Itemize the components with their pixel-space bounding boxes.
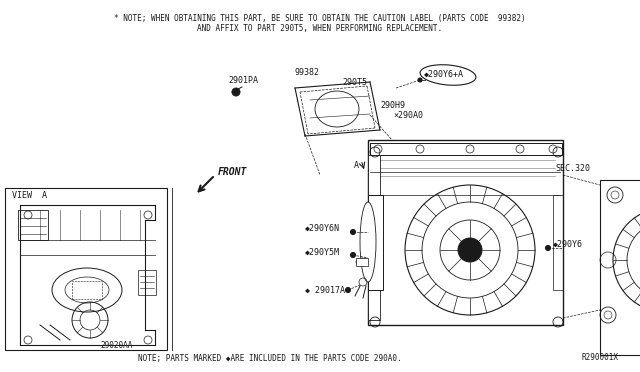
Circle shape: [232, 88, 240, 96]
Text: 29020AA: 29020AA: [100, 341, 132, 350]
Text: ◆290Y6: ◆290Y6: [553, 240, 583, 248]
Text: R290001X: R290001X: [582, 353, 618, 362]
Text: NOTE; PARTS MARKED ◆ARE INCLUDED IN THE PARTS CODE 290A0.: NOTE; PARTS MARKED ◆ARE INCLUDED IN THE …: [138, 353, 402, 362]
Ellipse shape: [52, 268, 122, 312]
Text: 290H9: 290H9: [380, 100, 405, 109]
Text: A: A: [354, 160, 359, 170]
Text: ◆290Y6+A: ◆290Y6+A: [424, 70, 464, 78]
Circle shape: [346, 288, 351, 292]
Text: FRONT: FRONT: [218, 167, 248, 177]
Text: 2901PA: 2901PA: [228, 76, 258, 84]
Text: 99382: 99382: [295, 67, 320, 77]
Text: ◆ 29017A: ◆ 29017A: [305, 285, 345, 295]
Text: SEC.320: SEC.320: [555, 164, 590, 173]
Bar: [72, 281, 102, 299]
Circle shape: [545, 246, 550, 250]
Ellipse shape: [360, 202, 376, 282]
Bar: [368, 140, 563, 325]
Bar: [5, 188, 167, 350]
Bar: [356, 258, 368, 266]
Circle shape: [351, 253, 355, 257]
Bar: [370, 143, 562, 155]
Text: ×290A0: ×290A0: [393, 110, 423, 119]
Ellipse shape: [420, 65, 476, 85]
Text: ◆290Y5M: ◆290Y5M: [305, 247, 340, 257]
Bar: [138, 270, 156, 295]
Text: 290T5: 290T5: [342, 77, 367, 87]
Bar: [368, 195, 383, 290]
Ellipse shape: [315, 91, 359, 127]
Ellipse shape: [356, 258, 368, 266]
Bar: [600, 180, 640, 355]
Ellipse shape: [65, 277, 109, 303]
Bar: [553, 195, 563, 290]
Circle shape: [351, 230, 355, 234]
Text: AND AFFIX TO PART 290T5, WHEN PERFORMING REPLACEMENT.: AND AFFIX TO PART 290T5, WHEN PERFORMING…: [197, 23, 443, 32]
Text: VIEW  A: VIEW A: [12, 190, 47, 199]
Text: * NOTE; WHEN OBTAINING THIS PART, BE SURE TO OBTAIN THE CAUTION LABEL (PARTS COD: * NOTE; WHEN OBTAINING THIS PART, BE SUR…: [114, 13, 526, 22]
Bar: [368, 155, 380, 320]
Circle shape: [458, 238, 482, 262]
Circle shape: [418, 78, 422, 82]
Bar: [18, 210, 48, 240]
Text: ◆290Y6N: ◆290Y6N: [305, 224, 340, 232]
